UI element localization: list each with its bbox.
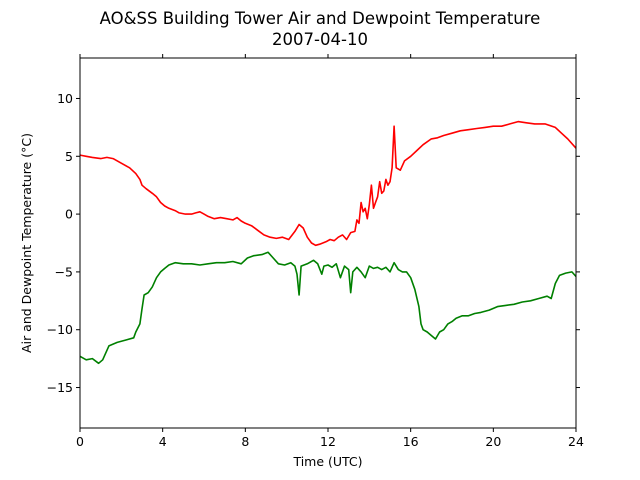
x-tick-label: 4 — [159, 434, 167, 449]
y-tick-label: 5 — [65, 149, 73, 164]
x-tick-label: 16 — [403, 434, 419, 449]
x-tick-label: 8 — [241, 434, 249, 449]
y-axis: −15 −10 −5 0 5 10 — [47, 91, 580, 395]
plot-frame — [79, 57, 577, 429]
plot-lines — [79, 120, 577, 365]
series-line-2 — [79, 251, 577, 365]
x-tick-label: 0 — [76, 434, 84, 449]
x-tick-label: 24 — [568, 434, 584, 449]
x-tick-label: 12 — [320, 434, 336, 449]
y-tick-label: −5 — [55, 264, 73, 279]
chart-title: AO&SS Building Tower Air and Dewpoint Te… — [100, 9, 541, 28]
x-tick-label: 20 — [485, 434, 501, 449]
chart-subtitle: 2007-04-10 — [272, 30, 368, 49]
y-axis-label: Air and Dewpoint Temperature (°C) — [19, 133, 34, 353]
series-line-1 — [79, 120, 577, 247]
x-axis-label: Time (UTC) — [292, 454, 362, 469]
y-tick-label: 0 — [65, 207, 73, 222]
x-axis: 0 4 8 12 16 20 24 — [76, 54, 584, 449]
y-tick-label: −10 — [47, 322, 73, 337]
y-tick-label: −15 — [47, 380, 73, 395]
y-tick-label: 10 — [57, 91, 73, 106]
